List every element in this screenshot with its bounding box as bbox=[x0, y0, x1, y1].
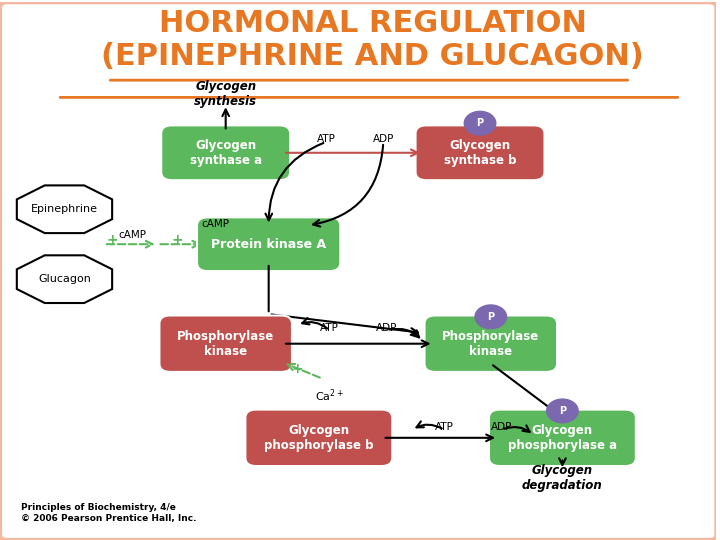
Text: ADP: ADP bbox=[377, 322, 397, 333]
FancyBboxPatch shape bbox=[161, 125, 290, 180]
Text: ATP: ATP bbox=[435, 422, 454, 432]
FancyBboxPatch shape bbox=[197, 217, 341, 271]
Circle shape bbox=[464, 111, 496, 135]
Text: Epinephrine: Epinephrine bbox=[31, 204, 98, 214]
Text: ATP: ATP bbox=[317, 134, 336, 144]
FancyBboxPatch shape bbox=[425, 315, 557, 372]
Text: Glycogen
degradation: Glycogen degradation bbox=[522, 464, 603, 492]
Text: +: + bbox=[107, 233, 118, 247]
Text: P: P bbox=[487, 312, 495, 322]
Text: Glucagon: Glucagon bbox=[38, 274, 91, 284]
Text: +: + bbox=[172, 233, 184, 247]
Text: ADP: ADP bbox=[491, 422, 512, 432]
FancyBboxPatch shape bbox=[489, 409, 636, 466]
Text: Glycogen
synthase a: Glycogen synthase a bbox=[189, 139, 262, 167]
Text: Glycogen
phosphorylase b: Glycogen phosphorylase b bbox=[264, 424, 374, 452]
Circle shape bbox=[475, 305, 507, 329]
FancyBboxPatch shape bbox=[159, 315, 292, 372]
Text: HORMONAL REGULATION
(EPINEPHRINE AND GLUCAGON): HORMONAL REGULATION (EPINEPHRINE AND GLU… bbox=[102, 9, 644, 71]
Polygon shape bbox=[17, 185, 112, 233]
Text: Glycogen
synthase b: Glycogen synthase b bbox=[444, 139, 516, 167]
Text: Protein kinase A: Protein kinase A bbox=[211, 238, 326, 251]
Text: cAMP: cAMP bbox=[119, 230, 147, 240]
Text: P: P bbox=[559, 406, 566, 416]
Circle shape bbox=[546, 399, 578, 423]
Text: ATP: ATP bbox=[320, 322, 339, 333]
Polygon shape bbox=[17, 255, 112, 303]
Text: Phosphorylase
kinase: Phosphorylase kinase bbox=[442, 330, 539, 357]
Text: Principles of Biochemistry, 4/e
© 2006 Pearson Prentice Hall, Inc.: Principles of Biochemistry, 4/e © 2006 P… bbox=[22, 503, 197, 523]
Text: cAMP: cAMP bbox=[201, 219, 229, 229]
Text: P: P bbox=[477, 118, 484, 128]
Text: Glycogen
synthesis: Glycogen synthesis bbox=[194, 79, 257, 107]
Text: Phosphorylase
kinase: Phosphorylase kinase bbox=[177, 330, 274, 357]
FancyBboxPatch shape bbox=[415, 125, 544, 180]
Text: Glycogen
phosphorylase a: Glycogen phosphorylase a bbox=[508, 424, 617, 452]
Text: +: + bbox=[292, 362, 303, 376]
FancyBboxPatch shape bbox=[246, 409, 392, 466]
Text: ADP: ADP bbox=[373, 134, 394, 144]
Text: Ca$^{2+}$: Ca$^{2+}$ bbox=[315, 388, 344, 404]
